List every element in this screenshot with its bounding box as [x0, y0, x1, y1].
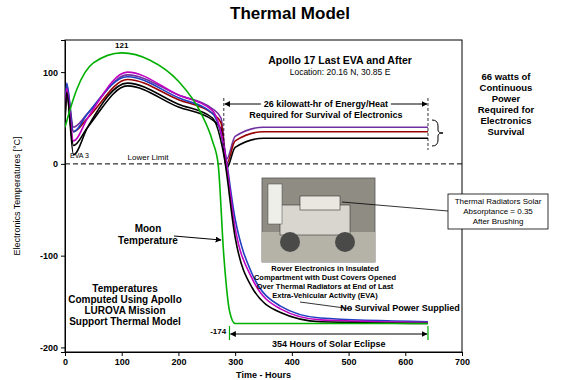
tick-mark [61, 347, 65, 348]
tick-label: -100 [40, 251, 58, 261]
annotation: Location: 20.16 N, 30.85 E [290, 67, 391, 77]
tick: 100 [115, 352, 130, 367]
tick-label: 700 [455, 357, 470, 367]
series-line [65, 72, 428, 323]
callout-line [342, 202, 448, 211]
tick-mark [61, 256, 65, 257]
eclipse-arrow [230, 334, 427, 335]
tick: 0 [53, 159, 65, 169]
series-line [65, 75, 428, 159]
tick-label: 100 [115, 357, 130, 367]
tick: 500 [342, 352, 357, 367]
annotation: Moon [135, 223, 162, 234]
tick-label: 0 [53, 159, 58, 169]
tick-label: 300 [228, 357, 243, 367]
annotation: Temperature [118, 235, 178, 246]
tick: 700 [455, 352, 470, 367]
chart: Thermal Model0100200300400500600700-200-… [0, 0, 564, 380]
annotation: 66 watts of [481, 71, 531, 82]
eclipse-guide [229, 326, 230, 340]
tick: 400 [285, 352, 300, 367]
annotation: No Survival Power Supplied [340, 303, 460, 313]
tick-mark [61, 72, 65, 73]
tick-mark [462, 352, 463, 356]
photo-figure [268, 184, 282, 224]
annotation: Electronics [480, 115, 531, 126]
tick-mark [178, 352, 179, 356]
tick: 100 [43, 67, 65, 77]
series-line [65, 83, 428, 323]
tick-mark [349, 352, 350, 356]
annotation: Rover Electronics in Insulated [271, 264, 379, 273]
tick: -100 [40, 251, 65, 261]
tick: 0 [63, 352, 68, 367]
annotation: Survival [488, 126, 525, 137]
annotation: Required for Survival of Electronics [249, 110, 402, 120]
annotation: Extra-Vehicular Activity (EVA) [272, 291, 378, 300]
tick-label: 400 [285, 357, 300, 367]
tick: 300 [228, 352, 243, 367]
annotation: EVA 3 [70, 152, 89, 159]
series-line [65, 86, 428, 169]
tick-label: 500 [342, 357, 357, 367]
photo-inset [262, 178, 375, 262]
series-line [65, 53, 428, 324]
axis-line [66, 353, 463, 357]
value-label: 121 [115, 41, 129, 50]
series-line [65, 79, 428, 163]
plot-area [65, 53, 462, 324]
tick-mark [61, 164, 65, 165]
y-axis-title: Electronics Temperatures [°C] [12, 137, 22, 256]
plot-frame [65, 40, 462, 352]
annotation: Computed Using Apollo [68, 294, 182, 305]
bracket [432, 120, 443, 146]
annotation: LUROVA Mission [84, 305, 165, 316]
annotation: Support Thermal Model [69, 316, 181, 327]
tick-label: 200 [171, 357, 186, 367]
series-line [65, 77, 428, 322]
annotation: After Brushing [473, 217, 524, 226]
annotation: Thermal Radiators Solar [455, 197, 542, 206]
tick-mark [122, 352, 123, 356]
photo-ground [262, 232, 375, 262]
tick-label: 600 [398, 357, 413, 367]
callout-box [448, 194, 548, 229]
title: Thermal Model [230, 4, 350, 23]
guide-line [427, 98, 428, 150]
y-axis: -200 -100 0 100 [40, 41, 66, 353]
tick: -200 [40, 343, 65, 353]
axis-line [61, 41, 66, 353]
annotation: Power [492, 93, 521, 104]
tick-mark [235, 352, 236, 356]
tick: 200 [171, 352, 186, 367]
photo-radiator [300, 196, 340, 210]
annotation: Over Thermal Radiators at End of Last [257, 282, 394, 291]
lower-limit-line [65, 163, 462, 164]
annotation: 26 kilowatt-hr of Energy/Heat [264, 99, 388, 109]
tick-label: 0 [63, 357, 68, 367]
photo-wheel [280, 232, 300, 252]
tick: 600 [398, 352, 413, 367]
annotation: Compartment with Dust Covers Opened [254, 273, 397, 282]
guide-line [223, 98, 224, 150]
x-axis: 0 100 200 300 400 500 600 700 [63, 352, 470, 367]
annotation: Required for [478, 104, 535, 115]
tick-mark [292, 352, 293, 356]
eclipse-guide [427, 326, 428, 340]
photo-background [262, 178, 375, 262]
photo-wheel [335, 232, 355, 252]
moon-arrow [174, 236, 221, 240]
annotation: Temperatures [92, 283, 158, 294]
annotation-background [261, 99, 391, 109]
annotation: Absorptance = 0.35 [463, 207, 533, 216]
annotation: Continuous [480, 82, 533, 93]
tick-mark [405, 352, 406, 356]
value-label: -174 [210, 327, 227, 336]
tick-label: 100 [43, 67, 58, 77]
x-axis-title: Time - Hours [236, 370, 291, 380]
lower-limit-label: Lower Limit [128, 153, 170, 162]
annotation: 354 Hours of Solar Eclipse [272, 339, 386, 349]
annotation: Apollo 17 Last EVA and After [268, 54, 412, 66]
tick-label: -200 [40, 343, 58, 353]
